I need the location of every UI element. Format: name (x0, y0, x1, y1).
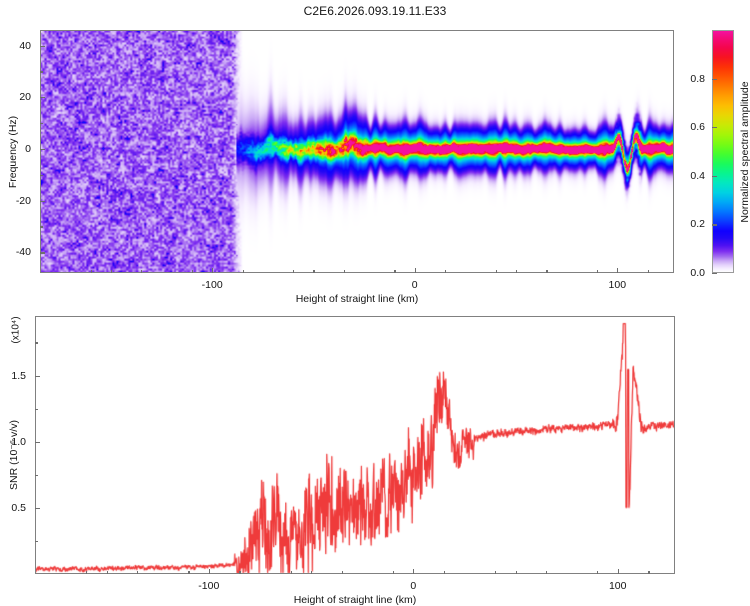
colorbar-tick (712, 273, 717, 275)
figure-title: C2E6.2026.093.19.11.E33 (303, 4, 447, 18)
y-tick-label: 1.0 (11, 435, 26, 448)
x-tick-label: -100 (201, 279, 223, 291)
colorbar-ticks (712, 30, 734, 275)
y-tick-label: 0.5 (11, 501, 26, 514)
y-tick-label: 1.5 (11, 369, 26, 382)
colorbar-title: Normalized spectral amplitude (739, 80, 750, 223)
snr-plot-area (36, 317, 674, 573)
colorbar-tick-label: 0.6 (690, 121, 705, 134)
y-tick-label: 20 (19, 91, 31, 104)
snr-y-axis-title: SNR (10⁻⁶ v/v) (8, 420, 20, 490)
snr-x-axis-title: Height of straight line (km) (293, 594, 417, 606)
snr-line-trace (36, 317, 674, 573)
x-tick-label: 100 (608, 580, 627, 592)
colorbar-tick-label: 0.8 (690, 72, 705, 85)
colorbar-tick (712, 224, 717, 226)
colorbar-tick (712, 175, 717, 177)
snr-y-axis-multiplier: (x10⁴) (10, 316, 22, 344)
spectrogram-plot-area (41, 31, 673, 272)
colorbar-tick-label: 0.0 (690, 267, 705, 279)
snr-panel (35, 316, 675, 574)
y-tick-label: 40 (19, 39, 31, 52)
x-tick-label: 100 (608, 279, 627, 291)
colorbar-tick (712, 127, 717, 129)
colorbar-tick (712, 78, 717, 80)
y-tick-label: -20 (15, 194, 31, 207)
colorbar-tick-label: 0.4 (690, 169, 705, 182)
spectrogram-panel (40, 30, 674, 273)
spectrogram-x-axis-title: Height of straight line (km) (295, 293, 419, 305)
x-tick-label: 0 (410, 580, 417, 592)
colorbar-gradient (712, 30, 734, 273)
x-tick-label: -100 (198, 580, 220, 592)
y-tick-label: 0 (25, 142, 31, 155)
colorbar (712, 30, 734, 273)
spectrogram-y-axis-title: Frequency (Hz) (7, 115, 19, 188)
y-tick-label: -40 (15, 246, 31, 259)
colorbar-tick-label: 0.2 (690, 218, 705, 231)
spectrogram-image (41, 31, 673, 272)
x-tick-label: 0 (411, 279, 418, 291)
